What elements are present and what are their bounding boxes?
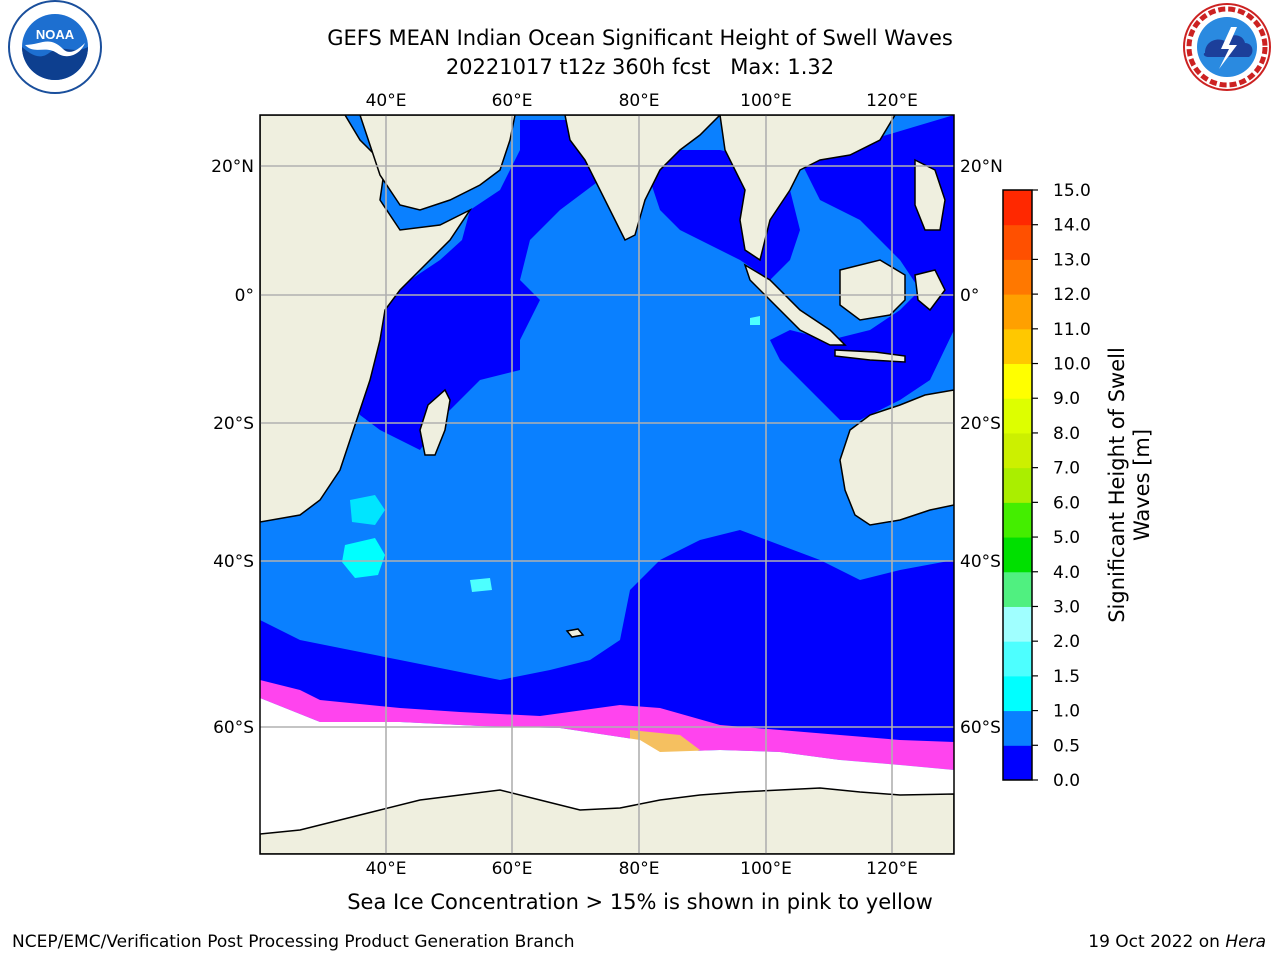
colorbar-label-4.0: 4.0 [1053,563,1080,583]
land-kerguelen [565,628,585,638]
map-frame [259,114,955,855]
lon-label-top-120: 120°E [866,91,918,111]
colorbar-label-0.5: 0.5 [1053,736,1080,756]
land-antarctica [260,787,954,854]
colorbar-title-line-2: Waves [m] [1130,428,1154,542]
colorbar-label-1.0: 1.0 [1053,702,1080,722]
lon-label-bottom-40: 40°E [366,859,407,879]
swell-patch-4 [750,316,760,325]
lon-label-top-100: 100°E [740,91,792,111]
chart-title: GEFS MEAN Indian Ocean Significant Heigh… [0,24,1280,82]
sea-ice-note: Sea Ice Concentration > 15% is shown in … [347,890,933,914]
lon-label-bottom-60: 60°E [492,859,533,879]
credit-line: NCEP/EMC/Verification Post Processing Pr… [12,932,575,952]
colorbar: 0.0 0.5 1.0 1.5 2.0 3.0 4.0 5.0 6.0 7.0 8.0 9.0 10.0… [1002,181,1091,791]
noaa-logo: NOAA [8,0,102,94]
lon-labels-bottom: 40°E 60°E 80°E 100°E 120°E [366,859,918,879]
lat-label-left-20s: 20°S [213,414,254,434]
colorbar-bin-1.5 [1003,641,1032,677]
colorbar-bin-2.0 [1003,606,1032,642]
colorbar-label-11.0: 11.0 [1053,320,1091,340]
colorbar-label-8.0: 8.0 [1053,424,1080,444]
colorbar-label-7.0: 7.0 [1053,459,1080,479]
lon-label-top-60: 60°E [492,91,533,111]
swell-patch-1 [350,495,385,525]
colorbar-bin-5.0 [1003,502,1032,538]
lat-label-right-0: 0° [960,286,979,306]
lat-label-right-20s: 20°S [960,414,1001,434]
nws-logo [1183,3,1271,91]
lat-label-right-40s: 40°S [960,552,1001,572]
graticule [260,115,954,854]
colorbar-bin-0.5 [1003,710,1032,746]
host-name: Hera [1225,932,1266,952]
colorbar-label-0.0: 0.0 [1053,771,1080,791]
colorbar-label-3.0: 3.0 [1053,597,1080,617]
lon-label-bottom-80: 80°E [619,859,660,879]
colorbar-label-13.0: 13.0 [1053,250,1091,270]
map-area [260,115,954,854]
colorbar-bin-9.0 [1003,363,1032,399]
title-line-1: GEFS MEAN Indian Ocean Significant Heigh… [327,26,953,50]
land-sulawesi [914,269,946,312]
lon-label-top-40: 40°E [366,91,407,111]
colorbar-bin-10.0 [1003,328,1032,365]
colorbar-label-9.0: 9.0 [1053,389,1080,409]
land-borneo [839,259,906,321]
colorbar-frame [1002,189,1033,781]
land-east-islands [914,158,946,231]
lon-label-top-80: 80°E [619,91,660,111]
lat-label-left-40s: 40°S [213,552,254,572]
land-india [564,115,722,242]
colorbar-bin-8.0 [1003,398,1032,434]
colorbar-label-5.0: 5.0 [1053,528,1080,548]
sea-ice-band [260,680,954,770]
colorbar-bin-0.0 [1003,745,1032,781]
colorbar-bin-11.0 [1003,294,1032,330]
swell-patch-2 [342,538,385,578]
low-swell-north [355,120,640,450]
noaa-logo-text: NOAA [36,27,75,42]
colorbar-label-2.0: 2.0 [1053,632,1080,652]
colorbar-bin-6.0 [1003,467,1032,503]
low-swell-indonesia [770,115,954,420]
lat-label-left-60s: 60°S [213,718,254,738]
colorbar-bin-13.0 [1003,224,1032,260]
lat-label-left-0: 0° [235,286,254,306]
swell-patch-3 [470,578,492,592]
colorbar-label-1.5: 1.5 [1053,667,1080,687]
colorbar-label-10.0: 10.0 [1053,355,1091,375]
lat-label-right-20n: 20°N [960,157,1003,177]
colorbar-label-14.0: 14.0 [1053,216,1091,236]
colorbar-title-line-1: Significant Height of Swell [1105,347,1129,623]
colorbar-label-12.0: 12.0 [1053,285,1091,305]
colorbar-bin-7.0 [1003,432,1032,469]
date-line: 19 Oct 2022 on Hera [1088,932,1266,952]
lat-label-right-60s: 60°S [960,718,1001,738]
land-se-asia [719,115,896,262]
low-swell-south [260,530,954,760]
title-line-2: 20221017 t12z 360h fcst Max: 1.32 [445,55,835,79]
colorbar-bin-12.0 [1003,259,1032,295]
date-text: 19 Oct 2022 on [1088,932,1220,952]
colorbar-bin-4.0 [1003,537,1032,573]
lat-labels-right: 20°N 0° 20°S 40°S 60°S [960,157,1003,738]
colorbar-label-15.0: 15.0 [1053,181,1091,201]
land-java [834,349,906,363]
lat-labels-left: 20°N 0° 20°S 40°S 60°S [211,157,254,738]
colorbar-label-6.0: 6.0 [1053,493,1080,513]
lat-label-left-20n: 20°N [211,157,254,177]
lon-label-bottom-100: 100°E [740,859,792,879]
lon-label-bottom-120: 120°E [866,859,918,879]
colorbar-bin-1.0 [1003,675,1032,712]
colorbar-bin-3.0 [1003,571,1032,607]
lon-labels-top: 40°E 60°E 80°E 100°E 120°E [366,91,918,111]
colorbar-bin-14.0 [1003,190,1032,226]
